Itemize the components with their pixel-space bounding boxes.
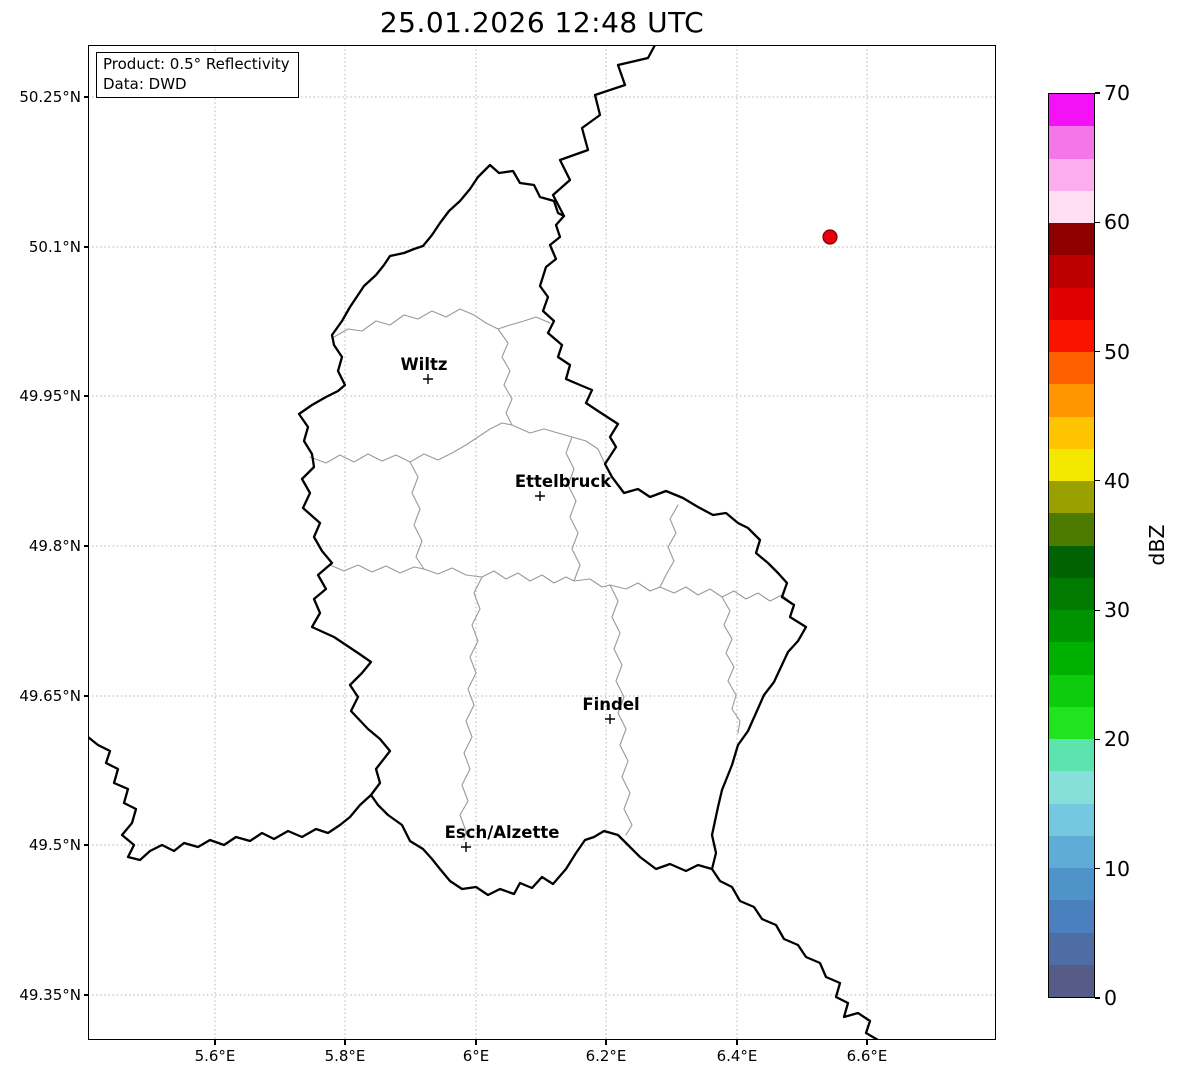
colorbar-tick-label: 10: [1104, 856, 1131, 881]
colorbar-tick-label: 40: [1104, 468, 1131, 493]
x-tick-label: 6.4°E: [716, 1047, 758, 1065]
y-tick-mark: [83, 545, 88, 547]
colorbar-band: [1049, 448, 1094, 481]
radar-site-dot: [822, 229, 838, 245]
city-label: Findel: [582, 695, 639, 714]
product-info-line: Product: 0.5° Reflectivity: [103, 55, 290, 73]
luxembourg-border: [297, 163, 808, 897]
data-source-line: Data: DWD: [103, 74, 187, 93]
product-info-box: Product: 0.5° Reflectivity Data: DWD: [96, 52, 299, 98]
colorbar-band: [1049, 513, 1094, 546]
y-tick-label: 49.35°N: [19, 986, 81, 1004]
colorbar-tick-label: 30: [1104, 598, 1131, 623]
y-tick-label: 49.95°N: [19, 387, 81, 405]
colorbar-tick-label: 20: [1104, 727, 1131, 752]
x-tick-label: 5.6°E: [194, 1047, 236, 1065]
colorbar-band: [1049, 94, 1094, 127]
radar-dot-layer: [822, 229, 838, 245]
y-tick-mark: [83, 246, 88, 248]
colorbar-band: [1049, 158, 1094, 191]
city-label: Esch/Alzette: [445, 823, 560, 842]
colorbar-tick-mark: [1095, 480, 1100, 482]
colorbar-tick-label: 60: [1104, 210, 1131, 235]
x-tick-mark: [866, 1040, 868, 1045]
luxembourg-map: Wiltz Ettelbruck Findel Esch/Alzette: [88, 45, 996, 1040]
colorbar-band: [1049, 384, 1094, 417]
city-label: Ettelbruck: [515, 472, 612, 491]
colorbar-band: [1049, 287, 1094, 320]
x-tick-mark: [344, 1040, 346, 1045]
colorbar-tick-mark: [1095, 738, 1100, 741]
colorbar-tick-mark: [1095, 609, 1100, 611]
gridlines: [88, 45, 996, 1040]
colorbar-band: [1049, 771, 1094, 804]
colorbar-band: [1049, 352, 1094, 385]
y-tick-label: 49.65°N: [19, 687, 81, 705]
colorbar-band: [1049, 319, 1094, 352]
colorbar-tick-label: 0: [1104, 986, 1118, 1010]
colorbar-band: [1049, 868, 1094, 901]
colorbar-tick-label: 50: [1104, 339, 1131, 364]
colorbar-tick-label: 70: [1104, 81, 1131, 105]
city-marker-plus: [605, 714, 615, 724]
x-tick-mark: [605, 1040, 607, 1045]
colorbar-band: [1049, 416, 1094, 449]
colorbar-tick-mark: [1095, 350, 1100, 353]
colorbar-band: [1049, 964, 1094, 997]
colorbar-band: [1049, 223, 1094, 256]
y-tick-mark: [83, 844, 88, 846]
colorbar-band: [1049, 706, 1094, 739]
colorbar-tick-mark: [1095, 868, 1100, 870]
france-belgium-border: [88, 735, 373, 862]
plot-title: 25.01.2026 12:48 UTC: [379, 6, 705, 39]
y-tick-mark: [83, 395, 88, 397]
plot-area: Wiltz Ettelbruck Findel Esch/Alzette Produc…: [88, 45, 996, 1040]
city-marker-plus: [423, 374, 433, 384]
city-marker-plus: [535, 491, 545, 501]
colorbar-band: [1049, 900, 1094, 933]
belgium-germany-border: [551, 45, 657, 218]
colorbar-band: [1049, 642, 1094, 675]
colorbar-tick-mark: [1095, 997, 1100, 999]
x-tick-label: 6.6°E: [846, 1047, 888, 1065]
colorbar-band: [1049, 835, 1094, 868]
colorbar-band: [1049, 255, 1094, 288]
x-tick-mark: [214, 1040, 216, 1045]
colorbar-band: [1049, 610, 1094, 643]
colorbar-band: [1049, 932, 1094, 965]
y-tick-mark: [83, 96, 88, 98]
city-label: Wiltz: [400, 355, 447, 374]
y-tick-mark: [83, 695, 88, 697]
city-markers: Wiltz Ettelbruck Findel Esch/Alzette: [400, 355, 640, 852]
colorbar-band: [1049, 481, 1094, 514]
x-tick-label: 5.8°E: [324, 1047, 366, 1065]
colorbar-band: [1049, 577, 1094, 610]
france-germany-border: [710, 867, 880, 1040]
y-tick-label: 50.25°N: [19, 88, 81, 106]
x-tick-mark: [475, 1040, 477, 1045]
colorbar: [1048, 93, 1095, 998]
colorbar-band: [1049, 674, 1094, 707]
y-tick-label: 49.8°N: [28, 537, 81, 555]
x-tick-label: 6.2°E: [585, 1047, 627, 1065]
y-tick-label: 50.1°N: [28, 238, 81, 256]
x-tick-mark: [736, 1040, 738, 1045]
colorbar-band: [1049, 545, 1094, 578]
colorbar-band: [1049, 190, 1094, 223]
y-tick-mark: [83, 994, 88, 996]
colorbar-tick-mark: [1095, 221, 1100, 223]
colorbar-tick-mark: [1095, 92, 1100, 94]
colorbar-band: [1049, 803, 1094, 836]
colorbar-band: [1049, 126, 1094, 159]
x-tick-label: 6°E: [462, 1047, 490, 1065]
colorbar-band: [1049, 739, 1094, 772]
country-borders: [88, 45, 880, 1040]
city-marker-plus: [461, 842, 471, 852]
y-tick-label: 49.5°N: [28, 836, 81, 854]
district-borders: [309, 308, 795, 841]
colorbar-unit-label: dBZ: [1145, 524, 1169, 566]
